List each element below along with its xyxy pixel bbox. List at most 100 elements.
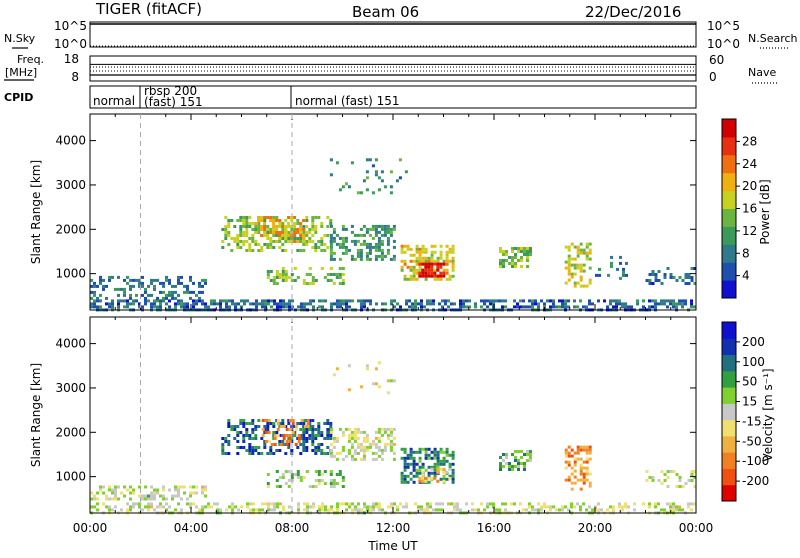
scatter-cell [645,470,649,473]
scatter-cell [433,277,437,281]
scatter-cell [371,224,375,228]
scatter-cell [147,508,150,512]
freq-label-line1: Freq. [17,53,44,66]
scatter-cell [403,262,407,266]
scatter-cell [261,302,264,306]
scatter-cell [570,502,573,506]
scatter-cell [462,299,465,303]
scatter-cell [453,302,456,306]
scatter-cell [579,472,583,476]
scatter-cell [272,231,276,234]
scatter-cell [120,491,123,495]
colorbar-tick-label: 12 [742,224,757,238]
scatter-cell [585,445,589,449]
scatter-cell [564,505,567,509]
scatter-cell [278,449,282,452]
scatter-cell [227,234,231,237]
scatter-cell [345,305,348,309]
scatter-cell [281,243,285,246]
scatter-cell [260,225,264,228]
scatter-cell [514,247,517,250]
scatter-cell [141,284,144,288]
scatter-cell [347,448,351,452]
scatter-cell [329,470,333,473]
scatter-cell [291,431,295,434]
scatter-cell [123,287,126,291]
scatter-cell [255,302,258,306]
scatter-cell [693,282,697,285]
scatter-cell [433,259,437,263]
colorbar-swatch [722,403,736,421]
scatter-cell [338,282,342,285]
scatter-cell [353,457,357,461]
scatter-cell [129,485,132,489]
scatter-cell [502,465,505,468]
scatter-cell [377,176,381,180]
scatter-cell [445,250,449,254]
scatter-cell [444,302,447,306]
scatter-cell [224,437,228,440]
scatter-cell [582,481,586,485]
scatter-cell [231,302,234,306]
scatter-cell [147,299,150,303]
scatter-cell [400,480,404,484]
scatter-cell [350,230,354,234]
scatter-cell [573,272,577,276]
scatter-cell [499,456,502,459]
time-tick-label: 20:00 [578,521,613,535]
scatter-cell [448,467,452,471]
scatter-cell [266,428,270,431]
scatter-cell [341,245,345,249]
scatter-cell [520,259,523,262]
scatter-cell [245,234,249,237]
scatter-cell [264,440,268,443]
scatter-cell [517,450,520,453]
scatter-cell [672,302,675,306]
scatter-cell [421,476,425,480]
scatter-cell [129,508,132,512]
scatter-cell [323,234,327,237]
scatter-cell [505,253,508,256]
scatter-cell [269,240,273,243]
scatter-cell [371,164,375,168]
scatter-cell [269,446,273,449]
scatter-cell [374,254,378,258]
scatter-cell [369,505,372,509]
scatter-cell [619,261,622,265]
scatter-cell [153,287,156,291]
scatter-cell [627,505,630,509]
scatter-cell [369,302,372,306]
scatter-cell [362,224,366,228]
scatter-cell [612,505,615,509]
scatter-cell [272,425,276,428]
scatter-cell [359,191,363,195]
scatter-cell [386,436,390,440]
scatter-cell [332,230,336,234]
scatter-cell [180,275,183,279]
scatter-cell [427,453,431,457]
scatter-cell [233,225,237,228]
scatter-cell [233,437,237,440]
scatter-cell [303,302,306,306]
scatter-cell [321,305,324,309]
scatter-cell [374,242,378,246]
scatter-cell [588,248,592,252]
scatter-cell [386,442,390,446]
scatter-cell [332,454,336,458]
scatter-cell [290,449,294,452]
scatter-cell [269,279,273,282]
scatter-cell [332,239,336,243]
scatter-cell [438,508,441,512]
scatter-cell [409,265,413,269]
scatter-cell [96,508,99,512]
scatter-cell [526,459,529,462]
scatter-cell [102,491,105,495]
scatter-cell [233,425,237,428]
scatter-cell [514,256,517,259]
scatter-cell [245,225,249,228]
scatter-cell [389,427,393,431]
scatter-cell [564,260,568,264]
scatter-cell [374,224,378,228]
scatter-cell [342,299,345,303]
